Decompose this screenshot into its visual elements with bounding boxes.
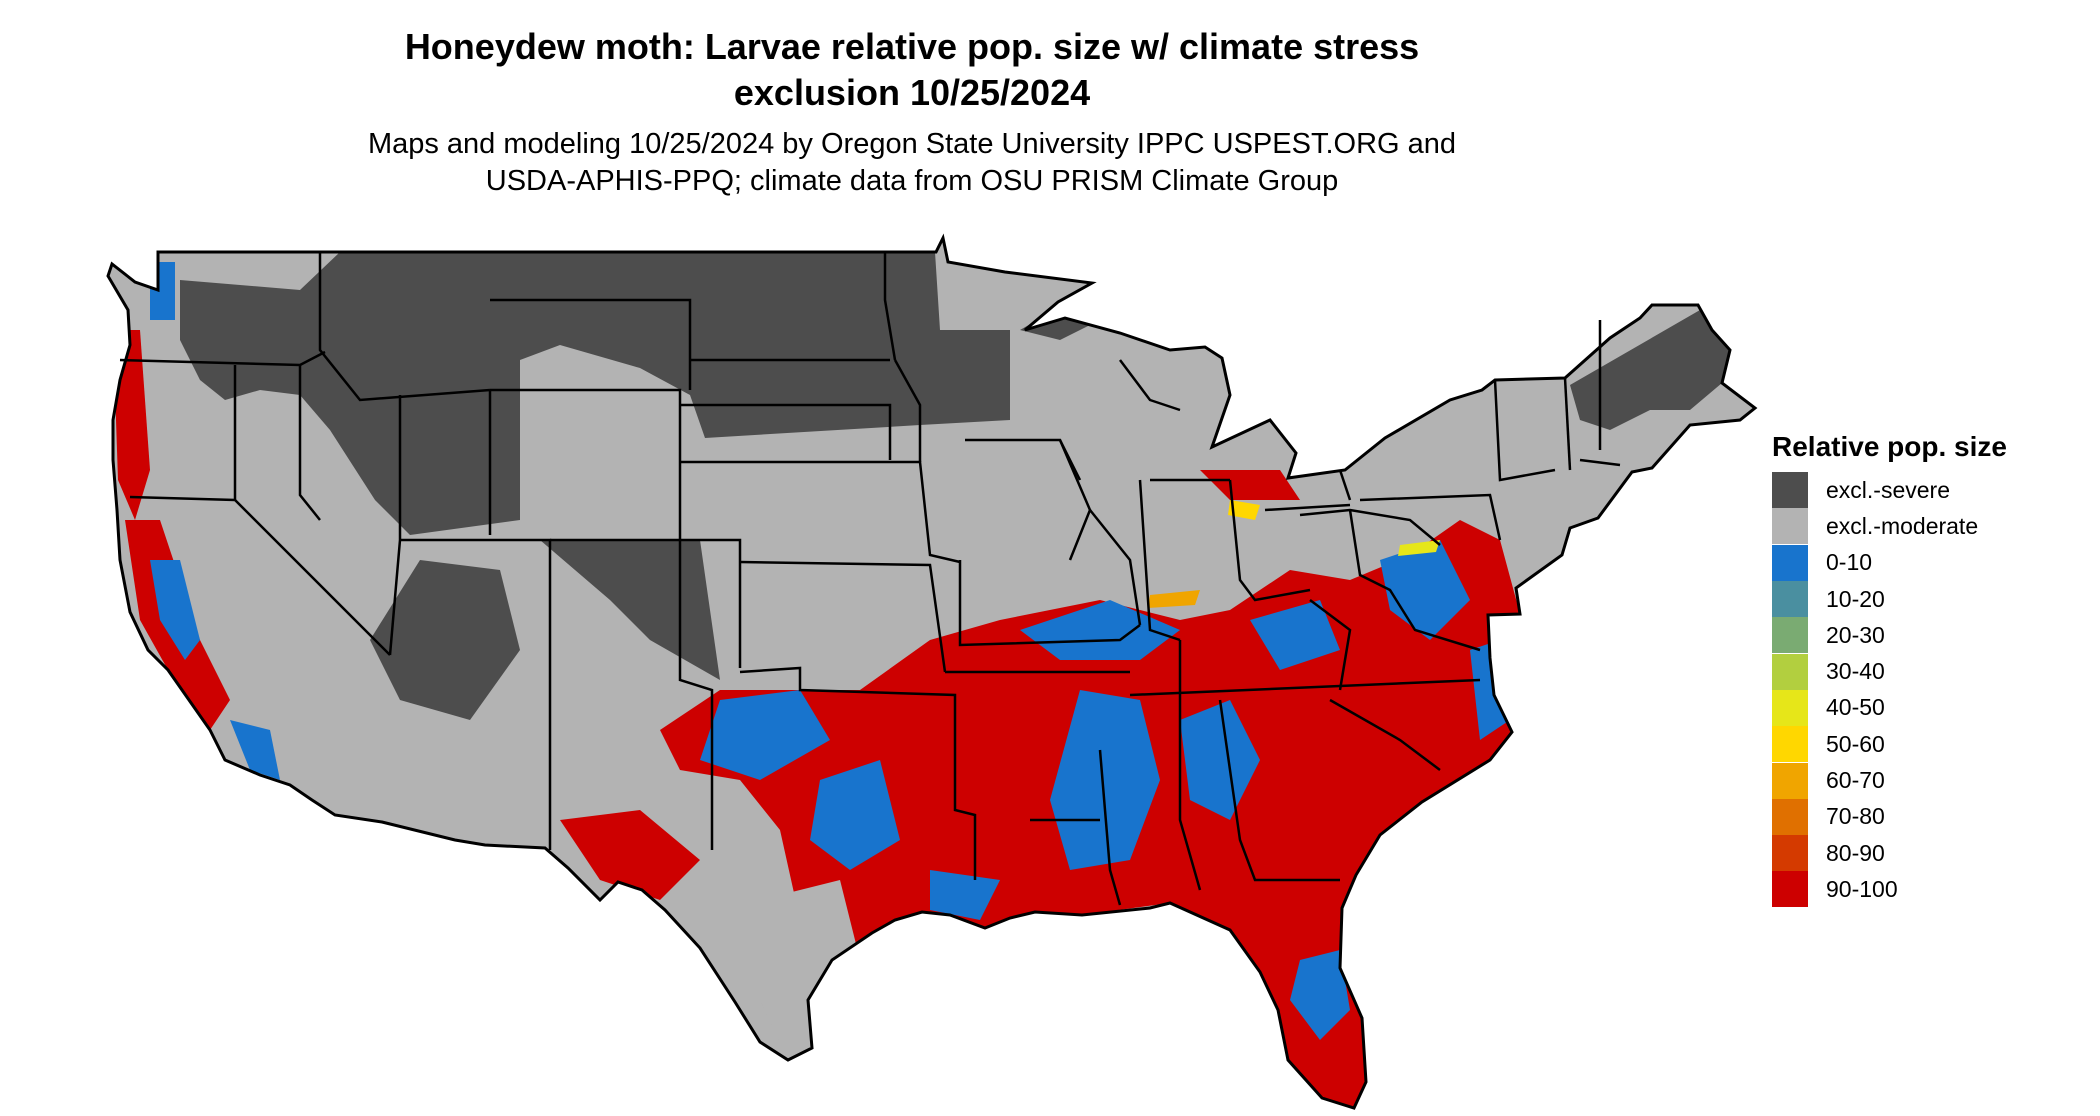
legend-item: 50-60	[1772, 726, 2092, 763]
subtitle-line-2: USDA-APHIS-PPQ; climate data from OSU PR…	[485, 165, 1339, 197]
legend-swatch	[1772, 544, 1808, 581]
legend-item: 0-10	[1772, 544, 2092, 581]
legend-title: Relative pop. size	[1772, 431, 2007, 462]
legend-label: 80-90	[1826, 839, 1885, 866]
legend-item: excl.-moderate	[1772, 508, 2092, 545]
legend: Relative pop. size excl.-severe excl.-mod…	[1772, 430, 2092, 908]
legend-item: 60-70	[1772, 762, 2092, 799]
legend-item: 30-40	[1772, 653, 2092, 690]
subtitle-line-1: Maps and modeling 10/25/2024 by Oregon S…	[367, 128, 1457, 160]
legend-swatch	[1772, 835, 1808, 872]
legend-swatch	[1772, 726, 1808, 763]
legend-label: 60-70	[1826, 767, 1885, 794]
legend-label: 70-80	[1826, 803, 1885, 830]
legend-items: excl.-severe excl.-moderate 0-10 10-20 20-30…	[1772, 472, 2092, 908]
map-title: Honeydew moth: Larvae relative pop. size…	[0, 24, 1824, 116]
legend-label: 10-20	[1826, 585, 1885, 612]
legend-label: 50-60	[1826, 730, 1885, 757]
title-line-1: Honeydew moth: Larvae relative pop. size…	[404, 26, 1420, 67]
legend-item: excl.-severe	[1772, 472, 2092, 509]
legend-swatch	[1772, 689, 1808, 726]
legend-label: 90-100	[1826, 875, 1898, 902]
legend-swatch	[1772, 798, 1808, 835]
legend-label: 0-10	[1826, 549, 1873, 576]
legend-label: excl.-moderate	[1826, 512, 1979, 539]
legend-swatch	[1772, 762, 1808, 799]
legend-item: 80-90	[1772, 835, 2092, 872]
legend-swatch	[1772, 581, 1808, 618]
legend-item: 20-30	[1772, 617, 2092, 654]
legend-swatch	[1772, 508, 1808, 545]
legend-swatch	[1772, 472, 1808, 509]
legend-swatch	[1772, 617, 1808, 654]
legend-item: 70-80	[1772, 798, 2092, 835]
legend-label: excl.-severe	[1826, 476, 1950, 503]
legend-item: 90-100	[1772, 871, 2092, 908]
legend-swatch	[1772, 653, 1808, 690]
legend-label: 20-30	[1826, 621, 1885, 648]
state-boundaries	[106, 233, 1758, 1110]
legend-item: 40-50	[1772, 689, 2092, 726]
legend-label: 40-50	[1826, 694, 1885, 721]
map-subtitle: Maps and modeling 10/25/2024 by Oregon S…	[0, 126, 1824, 200]
legend-swatch	[1772, 871, 1808, 908]
legend-label: 30-40	[1826, 658, 1885, 685]
legend-item: 10-20	[1772, 581, 2092, 618]
title-line-2: exclusion 10/25/2024	[733, 72, 1091, 113]
